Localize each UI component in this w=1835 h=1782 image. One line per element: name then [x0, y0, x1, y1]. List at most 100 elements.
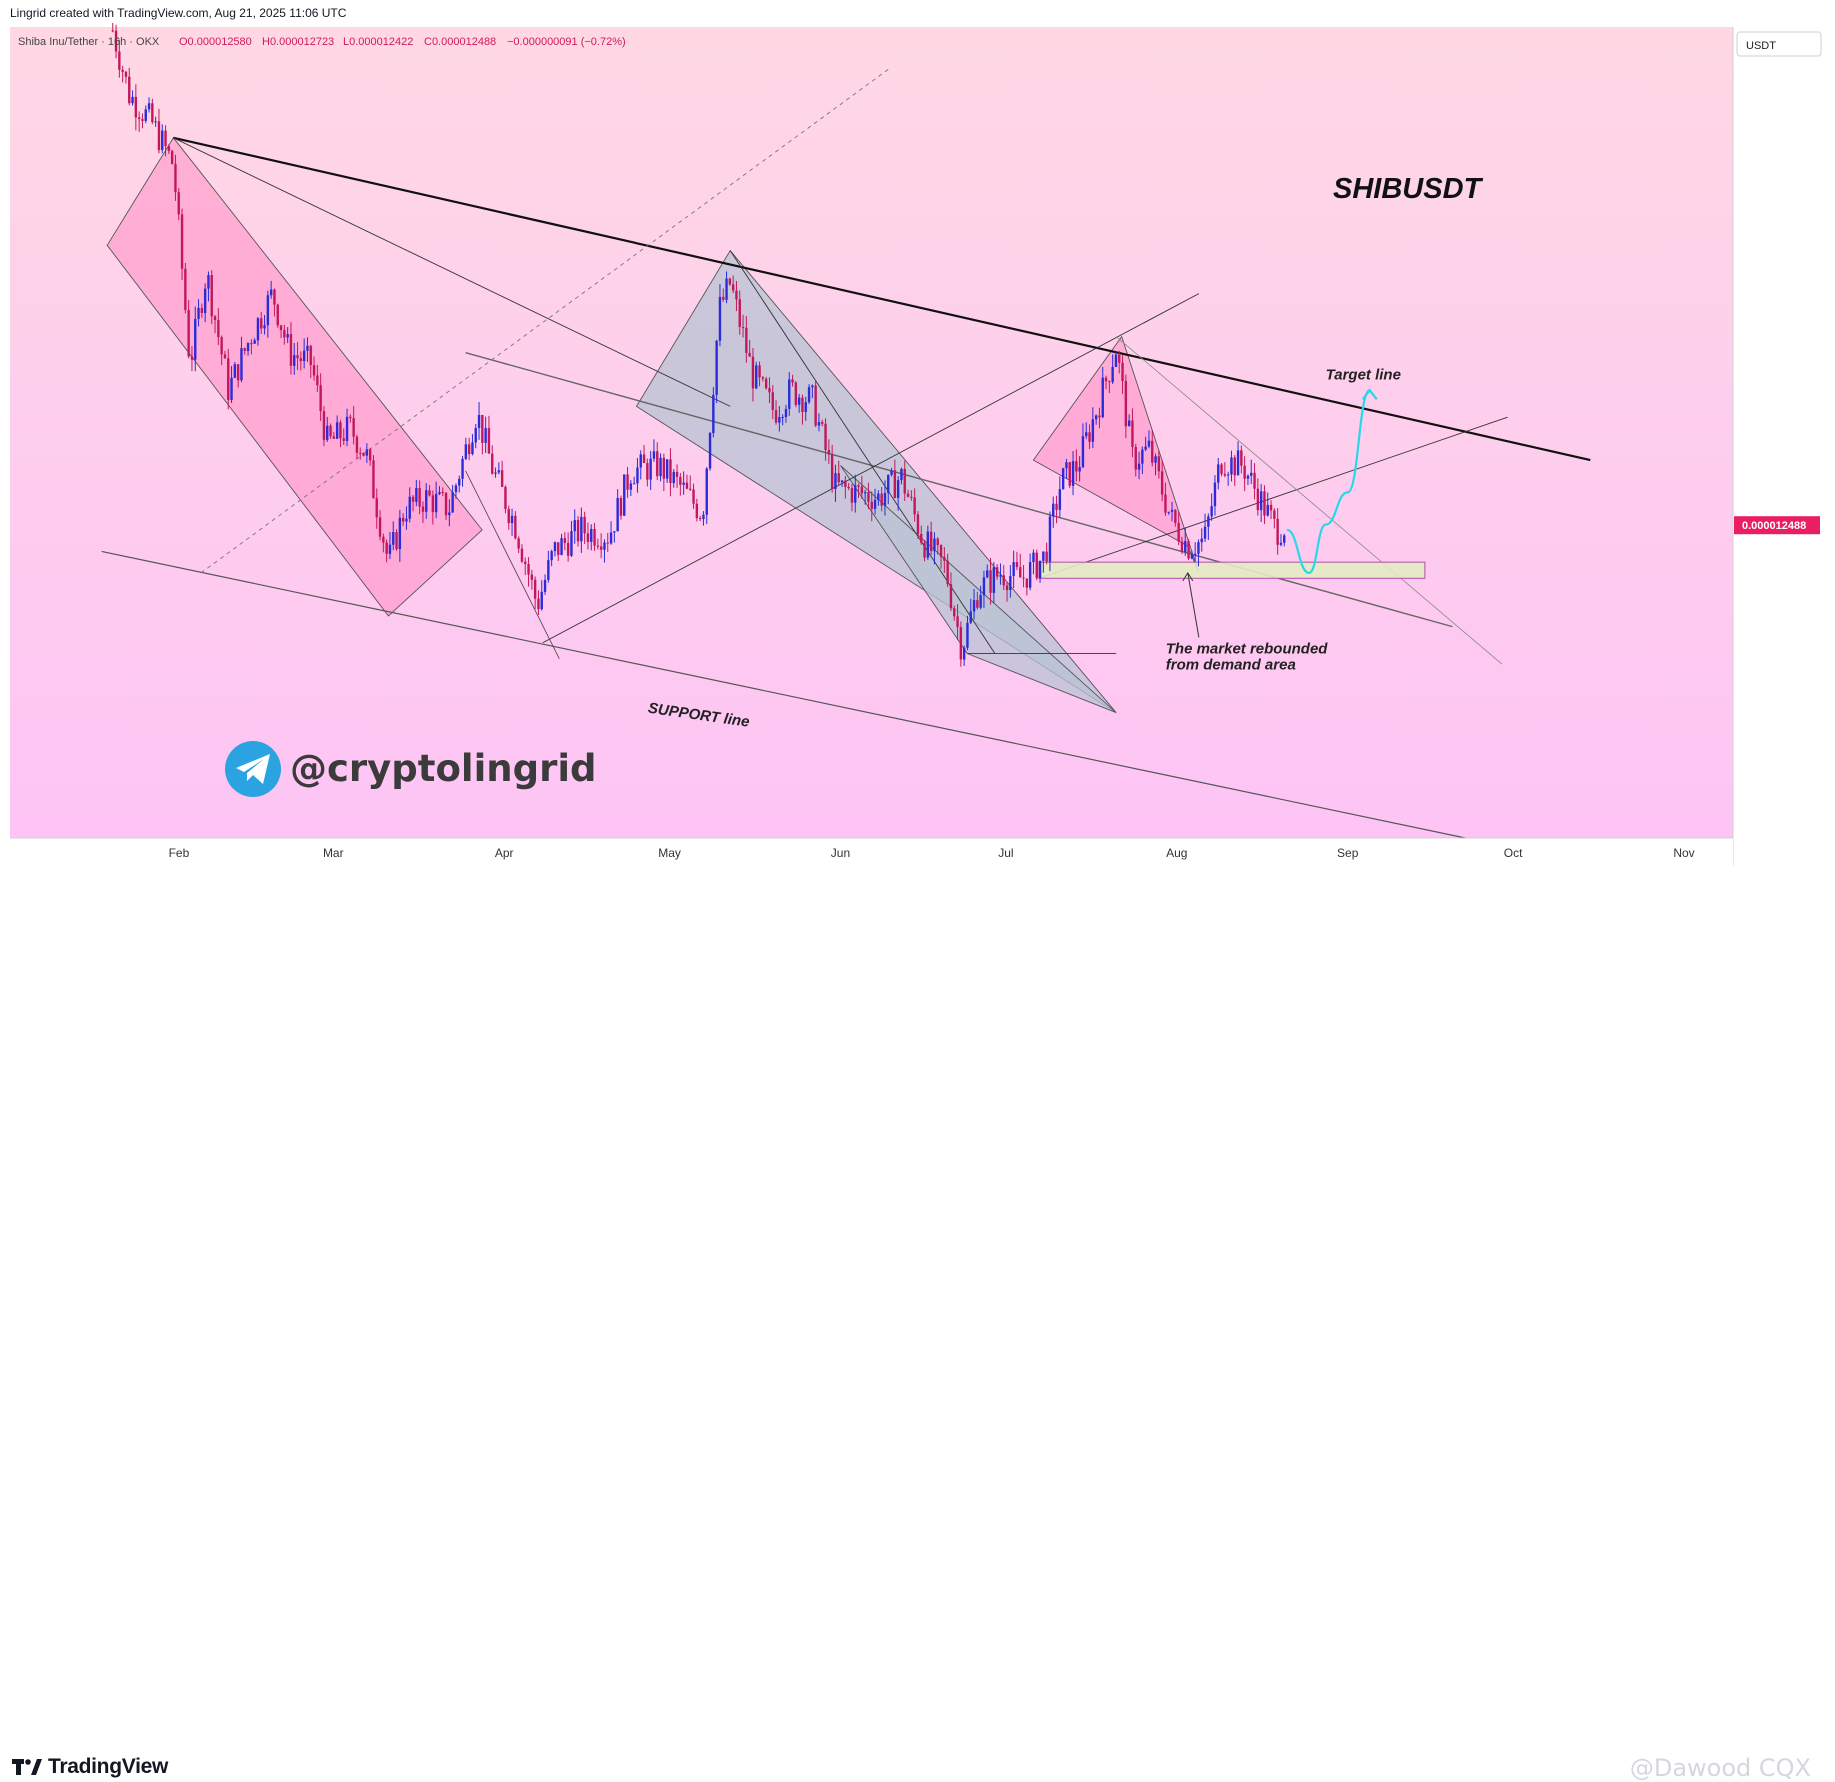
candle-body-39: [240, 348, 243, 381]
candle-body-133: [550, 551, 553, 561]
candle-body-33: [220, 337, 223, 355]
candle-body-79: [372, 460, 375, 499]
candle-body-293: [1078, 467, 1081, 472]
candle-body-126: [527, 564, 530, 575]
candle-body-56: [296, 355, 299, 359]
candle-body-228: [863, 492, 867, 494]
candle-body-181: [708, 433, 712, 469]
symbol-info[interactable]: Shiba Inu/Tether · 16h · OKX: [18, 36, 160, 48]
candle-body-89: [405, 518, 408, 522]
candle-body-61: [312, 365, 316, 376]
candle-body-54: [289, 334, 293, 366]
tradingview-logo-icon: [12, 1759, 42, 1775]
candle-body-60: [309, 345, 312, 366]
candle-body-47: [266, 295, 270, 326]
telegram-plane-icon: [236, 754, 270, 784]
candle-body-217: [827, 449, 831, 455]
candle-body-307: [1124, 381, 1128, 427]
candle-body-161: [642, 454, 646, 463]
annotation-arrow-shaft: [1187, 572, 1200, 638]
footer-bar: TradingView @Dawood CQX: [0, 870, 1835, 1782]
candle-body-35: [227, 358, 230, 400]
candle-body-58: [302, 350, 306, 362]
candle-body-231: [873, 499, 877, 509]
candle-body-29: [207, 275, 210, 289]
candle-body-348: [1259, 491, 1263, 511]
handle-text: @cryptolingrid: [290, 747, 597, 790]
candle-body-43: [253, 340, 256, 344]
telegram-handle[interactable]: @cryptolingrid: [225, 741, 597, 797]
trendlines-layer: [101, 67, 1591, 848]
candle-body-203: [781, 416, 784, 418]
candle-body-65: [326, 425, 329, 440]
candle-body-94: [421, 506, 425, 512]
trendline-4: [200, 67, 891, 574]
candle-body-36: [230, 377, 233, 400]
candle-body-333: [1210, 506, 1213, 517]
candle-body-354: [1279, 542, 1283, 545]
candle-body-353: [1276, 518, 1279, 545]
candle-body-87: [398, 517, 402, 550]
candle-body-106: [461, 458, 464, 479]
candle-body-299: [1098, 415, 1101, 418]
candle-body-166: [659, 457, 662, 477]
candle-body-284: [1048, 516, 1052, 562]
candle-body-281: [1038, 560, 1042, 579]
candle-body-311: [1137, 463, 1141, 470]
candle-body-210: [804, 402, 807, 412]
candle-body-128: [533, 579, 537, 599]
candle-body-242: [910, 496, 913, 498]
candle-body-276: [1022, 577, 1025, 579]
candle-body-190: [738, 299, 741, 327]
candle-body-202: [778, 417, 781, 423]
candle-body-230: [870, 501, 873, 509]
tradingview-logo[interactable]: TradingView: [12, 1755, 168, 1779]
candle-body-172: [679, 476, 682, 485]
candle-body-261: [972, 600, 976, 612]
candle-body-4: [124, 71, 128, 77]
candle-body-197: [761, 377, 765, 379]
chart-caption: Lingrid created with TradingView.com, Au…: [10, 6, 347, 20]
candle-body-218: [830, 454, 834, 489]
candle-body-208: [797, 397, 801, 405]
candle-body-229: [867, 492, 870, 502]
candle-body-184: [718, 296, 722, 341]
candle-body-59: [306, 345, 309, 351]
candle-body-46: [263, 325, 266, 329]
candle-body-222: [844, 480, 847, 487]
price-axis[interactable]: [1733, 27, 1835, 870]
candle-body-186: [725, 278, 728, 300]
candle-body-21: [180, 214, 184, 269]
candle-body-149: [603, 542, 606, 550]
candle-body-247: [926, 531, 930, 558]
candle-body-275: [1019, 567, 1022, 578]
candle-body-158: [632, 483, 636, 485]
candle-body-53: [286, 334, 289, 338]
candle-body-121: [510, 515, 514, 524]
candles-layer: [111, 22, 1286, 667]
candle-body-198: [764, 378, 768, 389]
time-ticks: Feb Mar Apr May Jun Jul Aug Sep Oct Nov: [169, 846, 1695, 860]
currency-box[interactable]: [1736, 31, 1822, 57]
candle-body-18: [170, 150, 174, 164]
candle-body-57: [299, 358, 303, 362]
candle-body-225: [854, 485, 857, 503]
candle-body-256: [956, 616, 959, 628]
candle-body-279: [1032, 552, 1035, 563]
candle-body-180: [705, 468, 708, 515]
trendline-9: [465, 470, 560, 660]
candle-body-309: [1131, 420, 1134, 448]
candle-body-73: [352, 418, 355, 437]
candle-body-226: [857, 485, 860, 487]
candle-body-352: [1273, 510, 1276, 519]
annotation-target-line: Target line: [1326, 367, 1401, 384]
candle-body-274: [1015, 562, 1019, 568]
candle-body-331: [1203, 526, 1207, 539]
candle-body-176: [692, 489, 695, 504]
time-axis[interactable]: [10, 838, 1733, 870]
candle-body-196: [758, 365, 761, 378]
candle-body-224: [850, 488, 854, 503]
candle-body-122: [514, 515, 517, 539]
candle-body-6: [131, 96, 134, 104]
